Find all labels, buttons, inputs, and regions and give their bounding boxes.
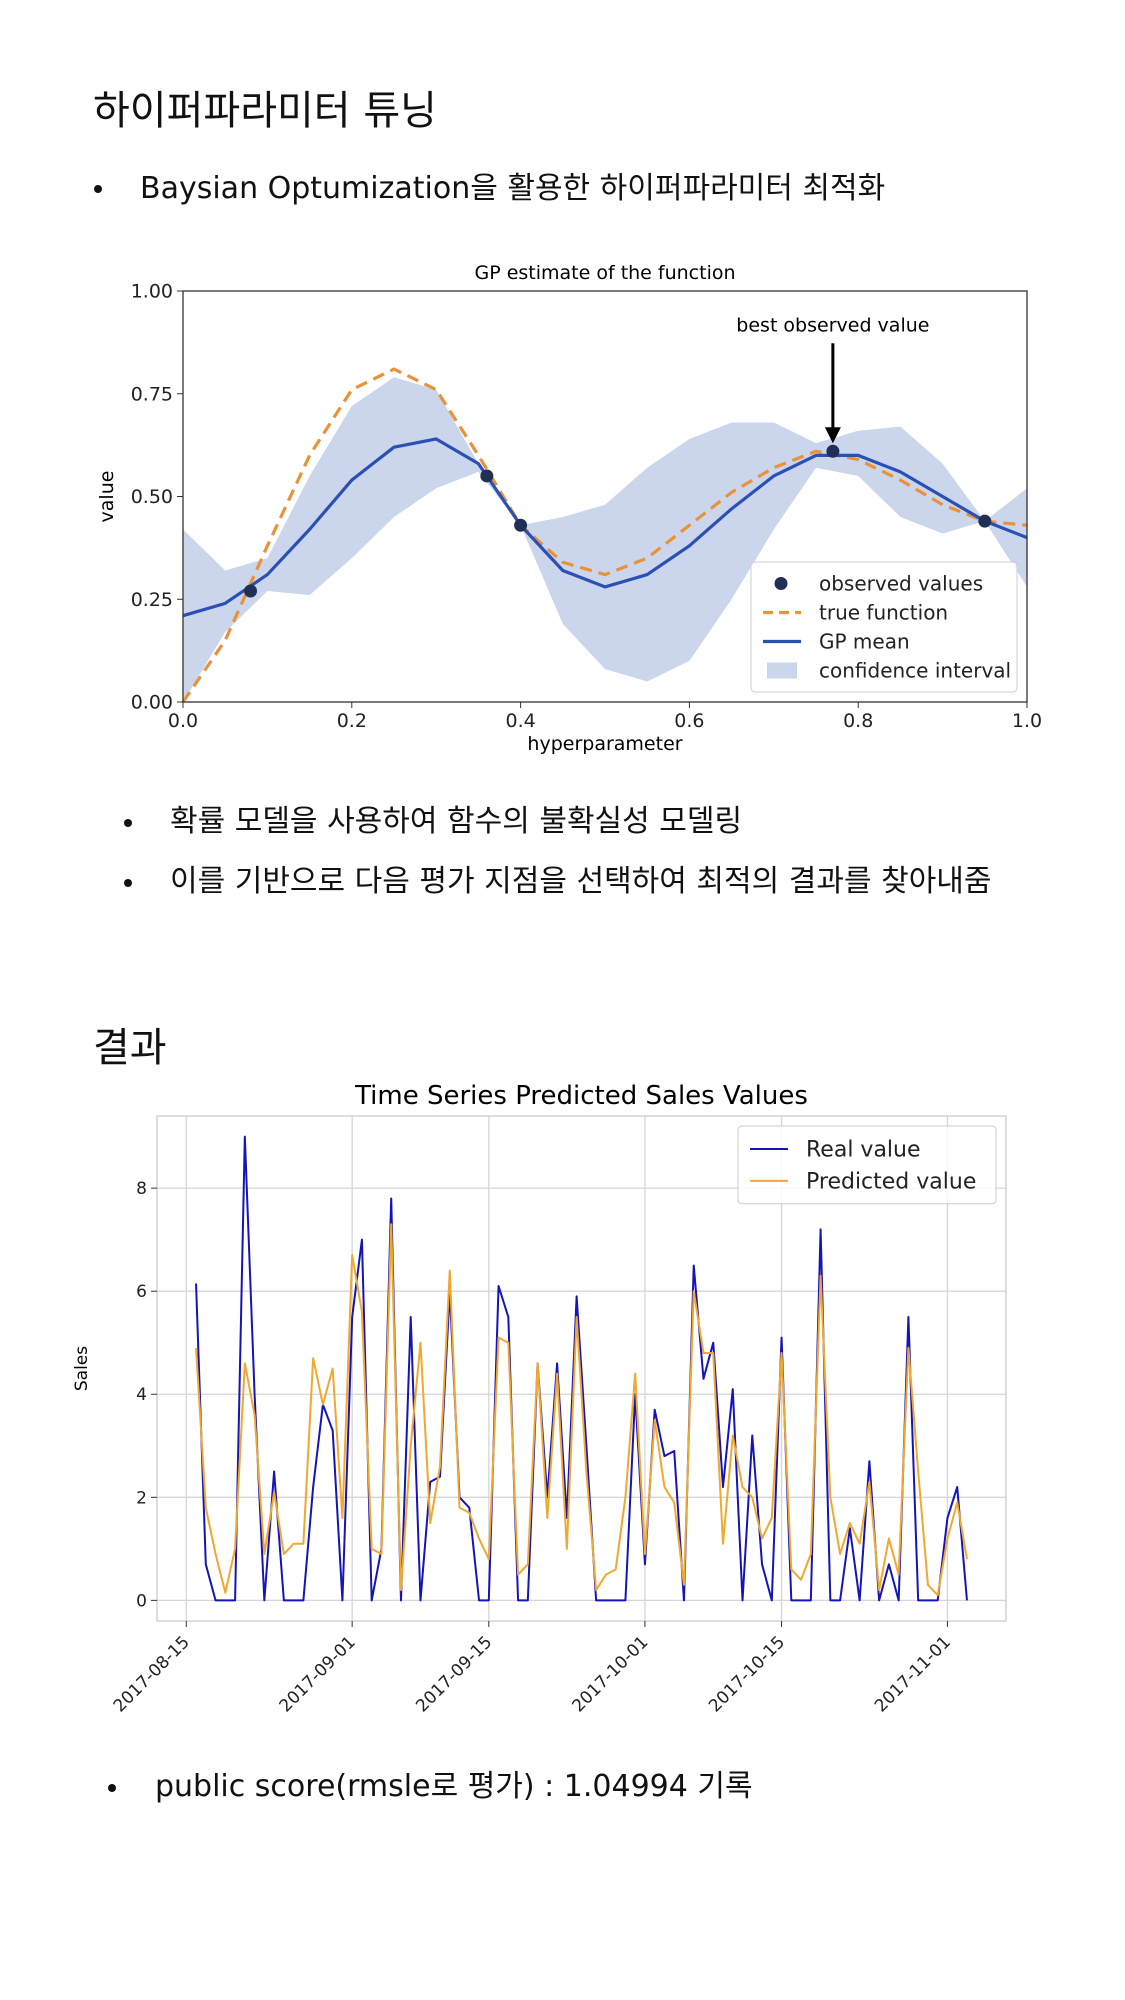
y-tick-label: 0.00: [131, 692, 173, 714]
observed-point: [480, 469, 494, 483]
heading: 결과: [93, 1025, 167, 1071]
x-tick-label: 0.2: [337, 710, 367, 732]
y-tick-label: 0.75: [131, 383, 173, 405]
y-tick-label: 4: [136, 1385, 147, 1405]
bullet-marker: [124, 819, 132, 827]
bullet-text: Baysian Optumization을 활용한 하이퍼파라미터 최적화: [140, 171, 886, 206]
heading: 하이퍼파라미터 튜닝: [93, 88, 437, 134]
legend-label: true function: [819, 601, 948, 625]
legend-swatch: [767, 662, 797, 679]
y-tick-label: 6: [136, 1282, 147, 1302]
legend-label: Real value: [806, 1138, 921, 1163]
x-tick-label: 1.0: [1012, 710, 1042, 732]
bullet-text: public score(rmsle로 평가) : 1.04994 기록: [155, 1769, 753, 1804]
bullet-text: 확률 모델을 사용하여 함수의 불확실성 모델링: [170, 804, 743, 839]
y-tick-label: 0: [136, 1591, 147, 1611]
x-tick-label: 2017-08-15: [110, 1632, 194, 1716]
bullet-marker: [124, 879, 132, 887]
sales-chart: 0 2 4 6 8 2017-08-15 2017-09-01 2017-09-15 2017-…: [72, 1081, 1007, 1716]
legend-label: confidence interval: [819, 659, 1011, 683]
x-tick-label: 2017-09-15: [412, 1632, 496, 1716]
chart-title: Time Series Predicted Sales Values: [354, 1081, 808, 1111]
legend-box: [737, 1125, 997, 1205]
x-tick-label: 2017-10-01: [568, 1632, 652, 1716]
bullet-marker: [94, 185, 102, 193]
y-tick-label: 1.00: [131, 281, 173, 303]
series-line: [195, 1223, 968, 1597]
y-axis-label: value: [96, 471, 118, 523]
observed-point: [826, 444, 840, 458]
arrow-head: [824, 427, 841, 444]
observed-point: [514, 518, 528, 532]
y-tick-label: 0.25: [131, 589, 173, 611]
legend-box: [750, 561, 1018, 693]
series-line: [195, 1135, 968, 1602]
x-tick-label: 2017-10-15: [705, 1632, 789, 1716]
x-axis-label: hyperparameter: [527, 733, 682, 755]
x-tick-label: 2017-11-01: [871, 1632, 955, 1716]
confidence-band: [183, 377, 1027, 702]
legend-label: Predicted value: [806, 1170, 976, 1195]
x-tick-label: 0.8: [843, 710, 873, 732]
observed-point: [978, 514, 992, 528]
y-tick-label: 8: [136, 1179, 147, 1199]
series-line: [182, 437, 1028, 618]
y-axis-label: Sales: [72, 1346, 92, 1391]
bullet-text: 이를 기반으로 다음 평가 지점을 선택하여 최적의 결과를 찾아내줌: [170, 864, 992, 899]
plot-frame: [156, 1115, 1007, 1622]
bullet-marker: [108, 1784, 116, 1792]
annotation-text: best observed value: [736, 314, 929, 336]
x-tick-label: 0.4: [505, 710, 535, 732]
legend-label: GP mean: [819, 630, 910, 654]
x-tick-label: 0.6: [674, 710, 704, 732]
observed-point: [244, 584, 258, 598]
x-tick-label: 2017-09-01: [276, 1632, 360, 1716]
legend-label: observed values: [819, 572, 983, 596]
series-line: [181, 367, 1028, 703]
gp-chart: best observed value 0.00 0.25 0.50 0.75 1.00 0…: [96, 262, 1042, 755]
y-tick-label: 0.50: [131, 486, 173, 508]
x-tick-label: 0.0: [168, 710, 198, 732]
y-tick-label: 2: [136, 1488, 147, 1508]
legend-swatch: [774, 577, 788, 590]
chart-title: GP estimate of the function: [474, 262, 735, 284]
